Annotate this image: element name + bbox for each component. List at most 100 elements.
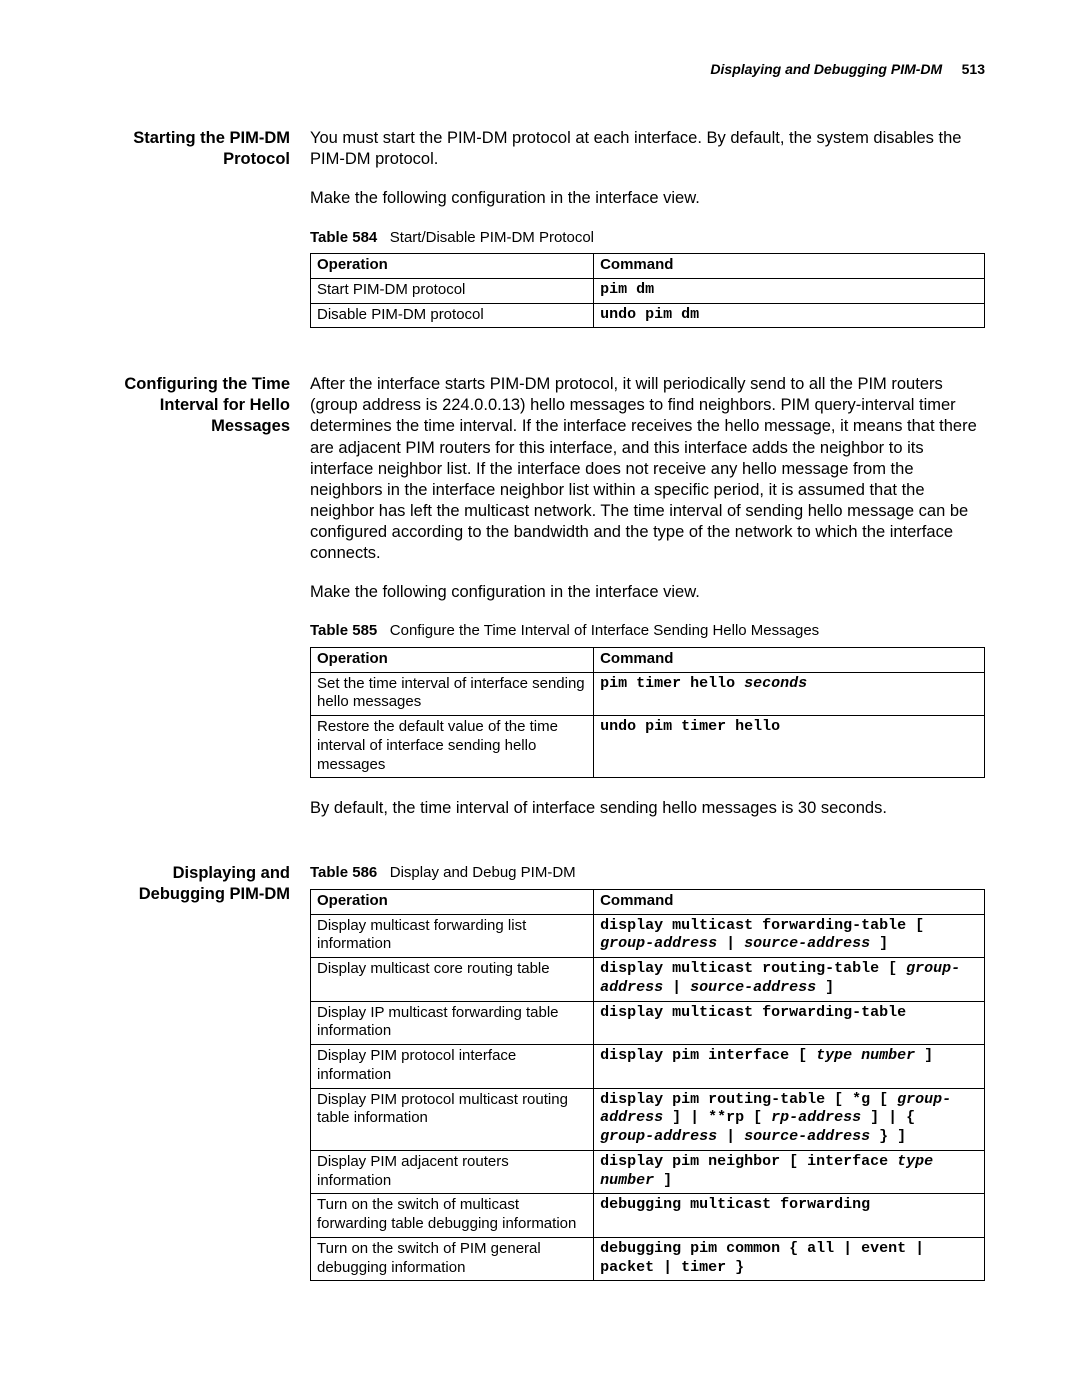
cell-command: display pim routing-table [ *g [ group-a… (594, 1088, 985, 1150)
th-operation: Operation (311, 889, 594, 914)
section-body: Table 586 Display and Debug PIM-DM Operat… (310, 863, 985, 1301)
cell-command: debugging multicast forwarding (594, 1194, 985, 1238)
cell-operation: Display PIM adjacent routers information (311, 1150, 594, 1194)
th-command: Command (594, 647, 985, 672)
table-row: Display multicast forwarding list inform… (311, 914, 985, 958)
cmd-arg: group-address (600, 935, 717, 952)
cmd-text: pim timer hello (600, 675, 744, 692)
cmd-arg: source-address (690, 979, 816, 996)
section-label: Starting the PIM-DM Protocol (95, 128, 310, 348)
cell-operation: Set the time interval of interface sendi… (311, 672, 594, 716)
cmd-arg: type number (816, 1047, 915, 1064)
cmd-text: display pim routing-table [ *g [ (600, 1091, 897, 1108)
cell-operation: Display multicast core routing table (311, 958, 594, 1002)
page: Displaying and Debugging PIM-DM 513 Star… (0, 0, 1080, 1387)
cmd-text: display multicast routing-table [ (600, 960, 906, 977)
section-body: You must start the PIM-DM protocol at ea… (310, 128, 985, 348)
section-body: After the interface starts PIM-DM protoc… (310, 374, 985, 837)
paragraph: After the interface starts PIM-DM protoc… (310, 374, 985, 564)
cell-operation: Display IP multicast forwarding table in… (311, 1001, 594, 1045)
cmd-arg: rp-address (771, 1109, 861, 1126)
sections-root: Starting the PIM-DM ProtocolYou must sta… (95, 128, 985, 1301)
cell-operation: Turn on the switch of PIM general debugg… (311, 1237, 594, 1281)
cell-operation: Restore the default value of the time in… (311, 716, 594, 778)
cmd-text: | (717, 1128, 744, 1145)
cell-command: display multicast routing-table [ group-… (594, 958, 985, 1002)
table-number: Table 585 (310, 622, 377, 639)
cmd-text: ] | **rp [ (663, 1109, 771, 1126)
cmd-arg: source-address (744, 1128, 870, 1145)
cmd-arg: source-address (744, 935, 870, 952)
cell-command: debugging pim common { all | event | pac… (594, 1237, 985, 1281)
cmd-arg: seconds (744, 675, 807, 692)
command-table: OperationCommandStart PIM-DM protocol pim… (310, 253, 985, 328)
table-row: Display PIM adjacent routers information… (311, 1150, 985, 1194)
paragraph: By default, the time interval of interfa… (310, 798, 985, 819)
cmd-text: | (663, 979, 690, 996)
th-command: Command (594, 254, 985, 279)
table-row: Restore the default value of the time in… (311, 716, 985, 778)
cell-operation: Display PIM protocol multicast routing t… (311, 1088, 594, 1150)
cmd-text: | (717, 935, 744, 952)
th-operation: Operation (311, 254, 594, 279)
header-page-number: 513 (962, 61, 985, 77)
cmd-text: ] (870, 935, 888, 952)
cmd-text: } ] (870, 1128, 906, 1145)
cmd-text: ] (654, 1172, 672, 1189)
cmd-text: debugging pim common { all | event | pac… (600, 1240, 924, 1276)
table-number: Table 586 (310, 864, 377, 881)
table-row: Turn on the switch of multicast forwardi… (311, 1194, 985, 1238)
table-row: Set the time interval of interface sendi… (311, 672, 985, 716)
cell-command: display multicast forwarding-table [ gro… (594, 914, 985, 958)
running-header: Displaying and Debugging PIM-DM 513 (95, 60, 985, 78)
cmd-text: debugging multicast forwarding (600, 1196, 870, 1213)
cell-operation: Turn on the switch of multicast forwardi… (311, 1194, 594, 1238)
th-operation: Operation (311, 647, 594, 672)
table-row: Start PIM-DM protocol pim dm (311, 278, 985, 303)
cell-operation: Start PIM-DM protocol (311, 278, 594, 303)
cell-operation: Display multicast forwarding list inform… (311, 914, 594, 958)
table-row: Display multicast core routing tabledisp… (311, 958, 985, 1002)
command-table: OperationCommandDisplay multicast forwar… (310, 889, 985, 1282)
table-row: Display IP multicast forwarding table in… (311, 1001, 985, 1045)
cmd-text: ] (915, 1047, 933, 1064)
paragraph: Make the following configuration in the … (310, 188, 985, 209)
cell-operation: Disable PIM-DM protocol (311, 303, 594, 328)
table-caption: Table 586 Display and Debug PIM-DM (310, 863, 985, 883)
cell-command: display pim neighbor [ interface type nu… (594, 1150, 985, 1194)
cmd-text: ] (816, 979, 834, 996)
paragraph: Make the following configuration in the … (310, 582, 985, 603)
cell-command: display multicast forwarding-table (594, 1001, 985, 1045)
cmd-text: undo pim timer hello (600, 718, 780, 735)
table-caption: Table 584 Start/Disable PIM-DM Protocol (310, 228, 985, 248)
cmd-text: undo pim dm (600, 306, 699, 323)
cmd-text: display multicast forwarding-table (600, 1004, 906, 1021)
cmd-text: display pim neighbor [ interface (600, 1153, 897, 1170)
cell-command: undo pim timer hello (594, 716, 985, 778)
table-number: Table 584 (310, 229, 377, 246)
paragraph: You must start the PIM-DM protocol at ea… (310, 128, 985, 170)
section-label: Configuring the Time Interval for Hello … (95, 374, 310, 837)
section: Starting the PIM-DM ProtocolYou must sta… (95, 128, 985, 348)
table-row: Disable PIM-DM protocol undo pim dm (311, 303, 985, 328)
section: Configuring the Time Interval for Hello … (95, 374, 985, 837)
header-title: Displaying and Debugging PIM-DM (710, 61, 942, 77)
section: Displaying and Debugging PIM-DMTable 586… (95, 863, 985, 1301)
cmd-arg: group-address (600, 1128, 717, 1145)
cell-operation: Display PIM protocol interface informati… (311, 1045, 594, 1089)
cmd-text: ] | { (861, 1109, 915, 1126)
th-command: Command (594, 889, 985, 914)
cell-command: pim timer hello seconds (594, 672, 985, 716)
cmd-text: pim dm (600, 281, 654, 298)
table-row: Display PIM protocol multicast routing t… (311, 1088, 985, 1150)
cell-command: undo pim dm (594, 303, 985, 328)
cell-command: pim dm (594, 278, 985, 303)
section-label: Displaying and Debugging PIM-DM (95, 863, 310, 1301)
table-row: Turn on the switch of PIM general debugg… (311, 1237, 985, 1281)
table-caption: Table 585 Configure the Time Interval of… (310, 621, 985, 641)
cmd-text: display pim interface [ (600, 1047, 816, 1064)
table-row: Display PIM protocol interface informati… (311, 1045, 985, 1089)
cmd-text: display multicast forwarding-table [ (600, 917, 924, 934)
cell-command: display pim interface [ type number ] (594, 1045, 985, 1089)
command-table: OperationCommandSet the time interval of… (310, 647, 985, 779)
